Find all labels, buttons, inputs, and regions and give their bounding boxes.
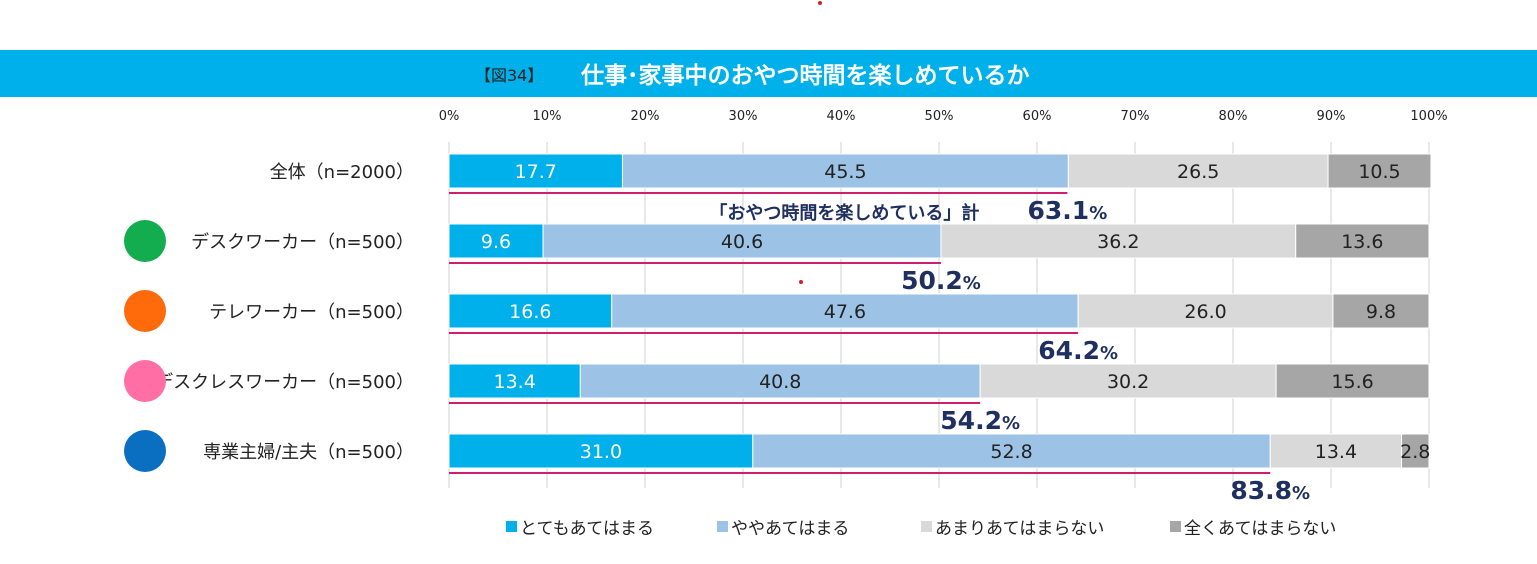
data-label: 13.4 [494,371,536,393]
bar-segment [448,223,544,259]
bar-segment [979,363,1277,399]
category-marker [124,220,166,262]
data-label: 13.6 [1341,231,1383,253]
total-unit: % [963,273,981,294]
total-unit: % [1002,413,1020,434]
data-label: 52.8 [990,441,1032,463]
total-label: 54.2% [940,406,1020,435]
data-label: 26.0 [1184,301,1226,323]
data-label: 17.7 [515,161,557,183]
bar-segment [1401,433,1430,469]
bar-segment [1327,153,1432,189]
data-label: 47.6 [824,301,866,323]
category-label: 専業主婦/主夫（n=500） [203,442,414,463]
data-label: 40.6 [721,231,763,253]
category-marker [124,290,166,332]
bar-segment [1332,293,1430,329]
data-label: 13.4 [1315,441,1357,463]
legend-swatch [717,521,728,532]
x-tick-label: 10% [533,109,562,124]
data-label: 30.2 [1107,371,1149,393]
total-value: 83.8 [1230,476,1292,505]
category-marker [124,430,166,472]
data-label: 15.6 [1331,371,1373,393]
data-label: 16.6 [509,301,551,323]
bar-segment [752,433,1271,469]
total-label: 63.1% [1028,196,1108,225]
title-bar [0,50,1537,97]
data-label: 9.8 [1366,301,1396,323]
category-label: テレワーカー（n=500） [209,302,414,323]
category-label: 全体（n=2000） [270,162,414,183]
total-label: 64.2% [1038,336,1118,365]
legend-label: ややあてはまる [731,519,850,539]
total-unit: % [1089,203,1107,224]
legend-swatch [921,521,932,532]
legend-label: とてもあてはまる [520,519,654,539]
chart-legend: とてもあてはまる ややあてはまる あまりあてはまらない 全くあてはまらない [0,514,1537,539]
x-tick-label: 80% [1219,109,1248,124]
bar-segment [621,153,1069,189]
legend-item: あまりあてはまらない [921,514,1104,539]
bar-segment [611,293,1079,329]
total-unit: % [1292,483,1310,504]
data-label: 36.2 [1097,231,1139,253]
total-prefix-label: 「おやつ時間を楽しめている」計 [709,202,979,224]
bar-segment [1295,223,1430,259]
x-tick-label: 30% [729,109,758,124]
category-label: デスクレスワーカー（n=500） [155,372,414,393]
x-tick-label: 50% [925,109,954,124]
bar-segment [940,223,1297,259]
x-tick-label: 40% [827,109,856,124]
total-label: 83.8% [1230,476,1310,505]
total-value: 64.2 [1038,336,1100,365]
chart-title: 仕事･家事中のおやつ時間を楽しめているか [581,63,1030,89]
data-label: 9.6 [481,231,511,253]
bar-segment [579,363,981,399]
data-label: 10.5 [1358,161,1400,183]
legend-swatch [506,521,517,532]
legend-item: ややあてはまる [717,514,849,539]
x-tick-label: 20% [631,109,660,124]
data-label: 45.5 [824,161,866,183]
bar-segment [448,293,613,329]
total-value: 54.2 [940,406,1002,435]
data-label: 2.8 [1400,441,1430,463]
legend-label: 全くあてはまらない [1184,519,1337,539]
x-tick-label: 0% [439,109,460,124]
legend-item: とてもあてはまる [506,514,654,539]
legend-swatch [1170,521,1181,532]
total-label: 50.2% [901,266,981,295]
x-tick-label: 90% [1317,109,1346,124]
data-label: 31.0 [580,441,622,463]
figure-label: 【図34】 [475,66,544,85]
bar-segment [448,433,754,469]
x-tick-label: 60% [1023,109,1052,124]
category-label: デスクワーカー（n=500） [191,232,414,253]
bar-segment [1269,433,1403,469]
data-label: 40.8 [759,371,801,393]
legend-label: あまりあてはまらない [935,519,1105,539]
category-marker [124,360,166,402]
total-value: 63.1 [1028,196,1090,225]
bar-segment [1067,153,1329,189]
total-unit: % [1100,343,1118,364]
stray-dot [818,1,822,5]
bar-segment [1077,293,1334,329]
x-tick-label: 70% [1121,109,1150,124]
bar-segment [1275,363,1430,399]
x-tick-label: 100% [1410,109,1447,124]
bar-segment [448,363,581,399]
stray-dot [799,280,803,284]
legend-item: 全くあてはまらない [1170,514,1336,539]
total-value: 50.2 [901,266,963,295]
data-label: 26.5 [1177,161,1219,183]
